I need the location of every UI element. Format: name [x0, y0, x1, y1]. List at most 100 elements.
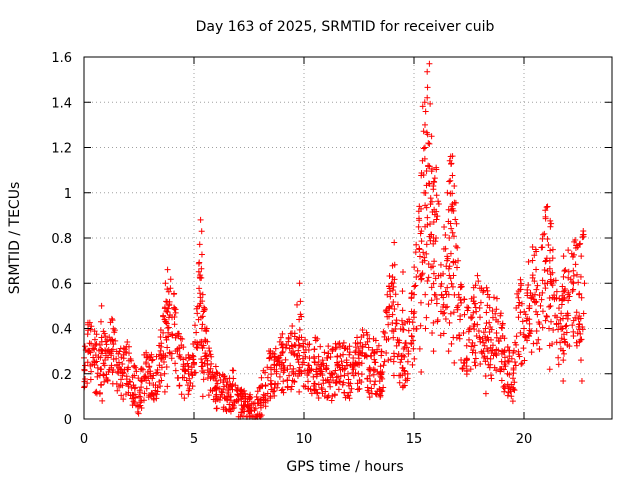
- data-point: [396, 337, 403, 344]
- data-point-spike: [199, 291, 206, 298]
- data-point: [142, 374, 149, 381]
- data-point: [143, 385, 150, 392]
- data-point: [463, 355, 470, 362]
- data-point: [92, 389, 99, 396]
- data-point-spike: [198, 251, 205, 258]
- data-point: [119, 361, 126, 368]
- data-point: [484, 291, 491, 298]
- data-point: [380, 384, 387, 391]
- data-point: [458, 357, 465, 364]
- data-point-spike: [390, 283, 397, 290]
- data-point: [570, 286, 577, 293]
- data-point: [177, 354, 184, 361]
- data-point: [355, 355, 362, 362]
- data-point: [548, 220, 555, 227]
- data-point: [565, 297, 572, 304]
- data-point: [510, 365, 517, 372]
- data-point: [254, 388, 261, 395]
- data-point: [454, 264, 461, 271]
- data-point: [562, 266, 569, 273]
- data-point-spike: [425, 301, 432, 308]
- data-point: [171, 290, 178, 297]
- data-point: [214, 380, 221, 387]
- data-point-spike: [484, 302, 491, 309]
- data-point: [456, 332, 463, 339]
- data-point: [570, 328, 577, 335]
- data-point: [282, 356, 289, 363]
- data-point-spike: [296, 388, 303, 395]
- data-point: [534, 311, 541, 318]
- data-point: [452, 199, 459, 206]
- data-point: [472, 362, 479, 369]
- data-point: [125, 350, 132, 357]
- data-point-spike: [391, 306, 398, 313]
- data-point: [506, 371, 513, 378]
- data-point: [581, 280, 588, 287]
- data-point: [558, 310, 565, 317]
- data-point: [103, 341, 110, 348]
- data-point: [433, 300, 440, 307]
- data-point: [216, 397, 223, 404]
- data-point: [543, 204, 550, 211]
- data-point: [308, 390, 315, 397]
- data-point: [279, 340, 286, 347]
- data-point: [364, 384, 371, 391]
- data-point: [470, 323, 477, 330]
- data-point: [536, 321, 543, 328]
- data-point: [504, 357, 511, 364]
- data-point-spike: [449, 283, 456, 290]
- data-point: [519, 318, 526, 325]
- data-point-spike: [450, 233, 457, 240]
- data-point: [516, 353, 523, 360]
- data-point: [542, 207, 549, 214]
- data-point: [569, 322, 576, 329]
- data-point: [518, 282, 525, 289]
- data-point: [547, 276, 554, 283]
- data-point: [165, 324, 172, 331]
- data-point: [326, 379, 333, 386]
- data-point: [219, 389, 226, 396]
- data-point: [499, 348, 506, 355]
- data-point: [378, 371, 385, 378]
- data-point: [234, 391, 241, 398]
- data-point: [477, 361, 484, 368]
- data-point: [166, 349, 173, 356]
- data-point: [474, 272, 481, 279]
- data-point: [408, 333, 415, 340]
- data-point: [535, 336, 542, 343]
- data-point: [294, 356, 301, 363]
- data-point: [284, 384, 291, 391]
- data-point: [525, 258, 532, 265]
- data-point: [504, 343, 511, 350]
- data-point: [466, 336, 472, 343]
- data-point: [220, 406, 227, 413]
- data-point: [274, 358, 281, 365]
- data-point: [493, 334, 500, 341]
- data-point: [288, 386, 295, 393]
- data-point: [481, 342, 488, 349]
- data-point-spike: [196, 241, 203, 248]
- data-point: [579, 231, 586, 238]
- data-point: [279, 330, 286, 337]
- data-point-spike: [98, 366, 105, 373]
- data-point: [86, 319, 93, 326]
- data-point: [108, 362, 115, 369]
- data-point: [557, 339, 564, 346]
- data-point: [348, 385, 355, 392]
- data-point: [533, 286, 540, 293]
- data-point: [431, 175, 438, 182]
- data-point: [560, 296, 567, 303]
- data-point: [378, 348, 385, 355]
- data-point: [517, 329, 524, 336]
- x-tick-label: 15: [406, 432, 423, 447]
- chart-title: Day 163 of 2025, SRMTID for receiver cui…: [196, 19, 495, 35]
- data-point: [444, 303, 451, 310]
- data-point-spike: [429, 165, 436, 172]
- data-point: [147, 368, 154, 375]
- data-point: [331, 392, 338, 399]
- data-point: [411, 291, 418, 298]
- data-point: [541, 230, 548, 237]
- data-point: [500, 366, 507, 373]
- data-point: [404, 358, 411, 365]
- data-point-spike: [161, 388, 168, 395]
